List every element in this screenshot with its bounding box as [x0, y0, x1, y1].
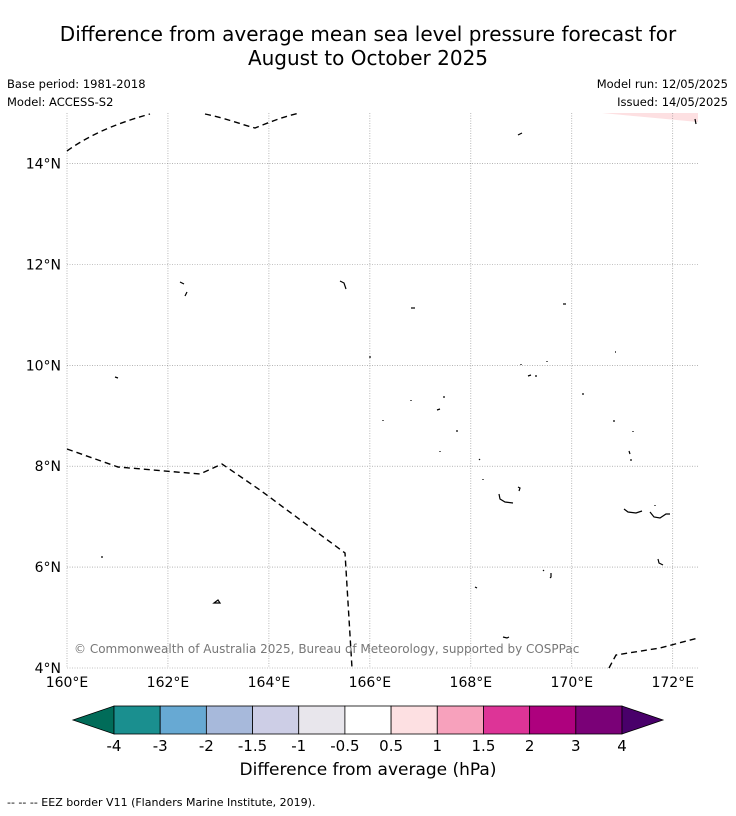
title-line-2: August to October 2025 — [247, 46, 489, 70]
island — [339, 280, 347, 290]
colorbar-tick-label: -1 — [291, 737, 306, 755]
x-axis-ticks: 160°E 162°E 164°E 166°E 168°E 170°E 172°E — [46, 675, 694, 691]
eez-border-west — [66, 448, 353, 669]
colorbar-segment — [298, 705, 346, 735]
x-tick-label: 160°E — [46, 675, 89, 691]
meta-left: Base period: 1981-2018 Model: ACCESS-S2 — [7, 75, 146, 111]
y-tick-label: 6°N — [35, 560, 61, 576]
colorbar-segment — [436, 705, 484, 735]
colorbar-tick-label: -2 — [199, 737, 214, 755]
model-run: Model run: 12/05/2025 — [596, 77, 728, 91]
meta-right: Model run: 12/05/2025 Issued: 14/05/2025 — [597, 75, 728, 111]
colorbar-segment — [344, 705, 392, 735]
x-tick-label: 170°E — [551, 675, 594, 691]
x-tick-label: 162°E — [147, 675, 190, 691]
y-tick-label: 12°N — [26, 257, 61, 273]
island — [179, 281, 188, 297]
gridlines — [66, 113, 698, 669]
anomaly-shading-positive — [602, 113, 698, 122]
island — [498, 486, 521, 504]
colorbar-tick-label: -3 — [153, 737, 168, 755]
colorbar-segment — [113, 705, 161, 735]
island — [517, 132, 523, 136]
colorbar-segment — [205, 705, 253, 735]
copyright-text: © Commonwealth of Australia 2025, Bureau… — [74, 642, 579, 656]
map-panel — [66, 112, 699, 669]
y-axis-ticks: 14°N 12°N 10°N 8°N 6°N 4°N — [26, 156, 61, 677]
colorbar-tick-label: 1 — [432, 737, 442, 755]
colorbar-tick-label: 2 — [525, 737, 535, 755]
y-tick-label: 10°N — [26, 358, 61, 374]
island — [212, 599, 222, 604]
colorbar-tick-label: 0.5 — [379, 737, 403, 755]
colorbar-ticks: -4 -3 -2 -1.5 -1 -0.5 0.5 1 1.5 2 3 4 — [107, 737, 627, 755]
island — [114, 376, 119, 379]
title-line-1: Difference from average mean sea level p… — [59, 22, 677, 46]
island — [478, 458, 484, 480]
x-tick-label: 172°E — [651, 675, 694, 691]
eez-borders — [66, 112, 699, 669]
eez-border-north — [66, 112, 301, 152]
colorbar-tick-label: 1.5 — [472, 737, 496, 755]
island — [694, 118, 697, 125]
colorbar-tick-label: -0.5 — [330, 737, 359, 755]
colorbar-segment — [483, 705, 531, 735]
island — [502, 636, 510, 639]
island — [410, 396, 445, 411]
island — [623, 505, 670, 519]
x-tick-label: 166°E — [349, 675, 392, 691]
island — [542, 558, 664, 579]
colorbar-tick-label: 3 — [571, 737, 581, 755]
legend-footer: -- -- -- EEZ border V11 (Flanders Marine… — [7, 796, 316, 809]
island — [439, 450, 632, 461]
island — [613, 420, 634, 432]
chart-title: Difference from average mean sea level p… — [0, 22, 736, 70]
map-frame — [67, 113, 698, 668]
colorbar-segment — [159, 705, 207, 735]
colorbar-segment — [252, 705, 300, 735]
colorbar-over-arrow — [621, 705, 665, 735]
colorbar-title: Difference from average (hPa) — [239, 760, 497, 780]
y-tick-label: 4°N — [35, 661, 61, 677]
colorbar-under-arrow — [71, 705, 115, 735]
island — [382, 420, 458, 432]
issued-date: Issued: 14/05/2025 — [617, 95, 728, 109]
x-tick-label: 164°E — [248, 675, 291, 691]
y-tick-label: 14°N — [26, 156, 61, 172]
colorbar-tick-label: 4 — [617, 737, 627, 755]
eez-border-southeast — [608, 637, 699, 669]
model-name: Model: ACCESS-S2 — [7, 95, 114, 109]
colorbar-segment — [390, 705, 438, 735]
island — [520, 361, 548, 377]
colorbar-segment — [529, 705, 577, 735]
base-period: Base period: 1981-2018 — [7, 77, 146, 91]
colorbar-segment — [575, 705, 623, 735]
colorbar-tick-label: -1.5 — [238, 737, 267, 755]
y-tick-label: 8°N — [35, 459, 61, 475]
colorbar-tick-label: -4 — [107, 737, 122, 755]
x-tick-label: 168°E — [450, 675, 493, 691]
island — [474, 586, 478, 589]
colorbar — [71, 705, 665, 735]
islands — [101, 118, 697, 639]
